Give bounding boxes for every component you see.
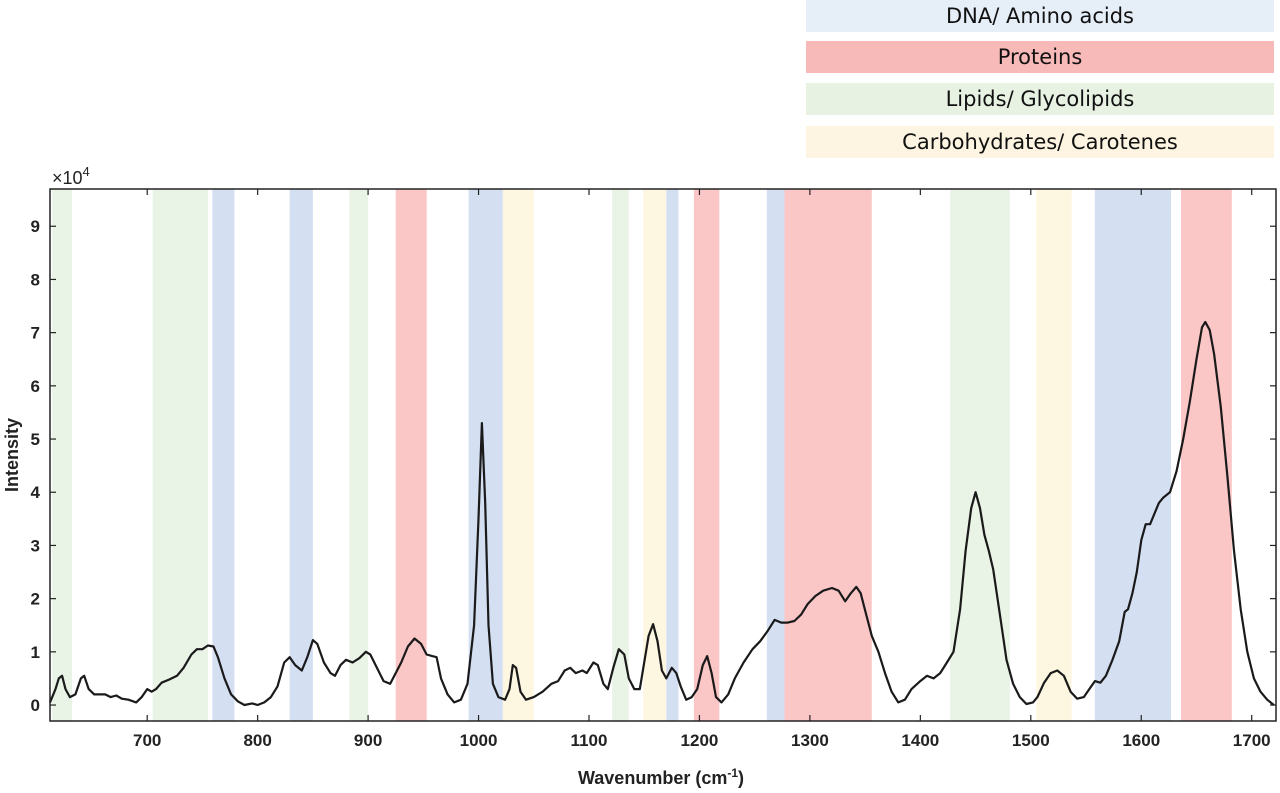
band-lipid (612, 189, 629, 721)
x-tick-label: 1700 (1233, 731, 1271, 750)
x-tick-label: 1600 (1122, 731, 1160, 750)
x-tick-label: 800 (243, 731, 271, 750)
legend-proteins: Proteins (806, 41, 1274, 73)
y-tick-label: 8 (31, 270, 40, 289)
plot-frame (49, 188, 1277, 722)
x-tick-label: 700 (133, 731, 161, 750)
band-protein (784, 189, 872, 721)
band-dna (1094, 189, 1172, 721)
spectrum-line (48, 320, 1275, 707)
legend-label: Carbohydrates/ Carotenes (902, 130, 1178, 154)
y-axis-label: Intensity (2, 418, 22, 492)
y-multiplier-base: ×10 (52, 168, 83, 188)
legend-label: Lipids/ Glycolipids (945, 87, 1135, 111)
legend-carbohydrates-carotenes: Carbohydrates/ Carotenes (806, 126, 1274, 158)
band-dna (468, 189, 503, 721)
band-dna (212, 189, 235, 721)
y-tick-label: 6 (31, 377, 40, 396)
band-lipid (950, 189, 1010, 721)
legend-label: Proteins (997, 45, 1083, 69)
axis-ticks: 700 800 900 1000 1100 1200 1300 1400 1500 1600 170… (31, 189, 1276, 750)
band-lipid (349, 189, 369, 721)
band-protein (1181, 189, 1232, 721)
x-tick-label: 1300 (791, 731, 829, 750)
band-dna (766, 189, 785, 721)
y-tick-label: 2 (31, 590, 40, 609)
band-carb (1036, 189, 1072, 721)
band-highlights (52, 189, 1232, 721)
y-tick-label: 5 (31, 430, 40, 449)
y-tick-label: 3 (31, 536, 40, 555)
y-tick-label: 4 (31, 483, 41, 502)
y-tick-label: 0 (31, 696, 40, 715)
x-tick-label: 1000 (460, 731, 498, 750)
x-axis-label-text: Wavenumber (cm (578, 768, 727, 788)
band-protein (693, 189, 720, 721)
y-tick-label: 9 (31, 217, 40, 236)
band-protein (395, 189, 427, 721)
band-dna (289, 189, 313, 721)
x-axis-label: Wavenumber (cm-1) (578, 766, 744, 788)
band-lipid (152, 189, 208, 721)
x-tick-label: 1400 (901, 731, 939, 750)
legend-dna-amino-acids: DNA/ Amino acids (806, 0, 1274, 32)
y-tick-label: 1 (31, 643, 40, 662)
band-carb (643, 189, 667, 721)
x-tick-label: 1100 (571, 731, 608, 750)
y-tick-label: 7 (31, 324, 40, 343)
x-axis-label-close: ) (738, 768, 744, 788)
x-tick-label: 1200 (681, 731, 719, 750)
y-multiplier: ×104 (52, 164, 90, 188)
band-lipid (52, 189, 73, 721)
band-dna (666, 189, 679, 721)
y-multiplier-exponent: 4 (83, 164, 90, 179)
band-carb (502, 189, 534, 721)
x-tick-label: 1500 (1012, 731, 1050, 750)
legend-lipids-glycolipids: Lipids/ Glycolipids (806, 83, 1274, 115)
x-axis-label-superscript: -1 (727, 766, 738, 780)
x-tick-label: 900 (354, 731, 382, 750)
legend-label: DNA/ Amino acids (945, 4, 1134, 28)
